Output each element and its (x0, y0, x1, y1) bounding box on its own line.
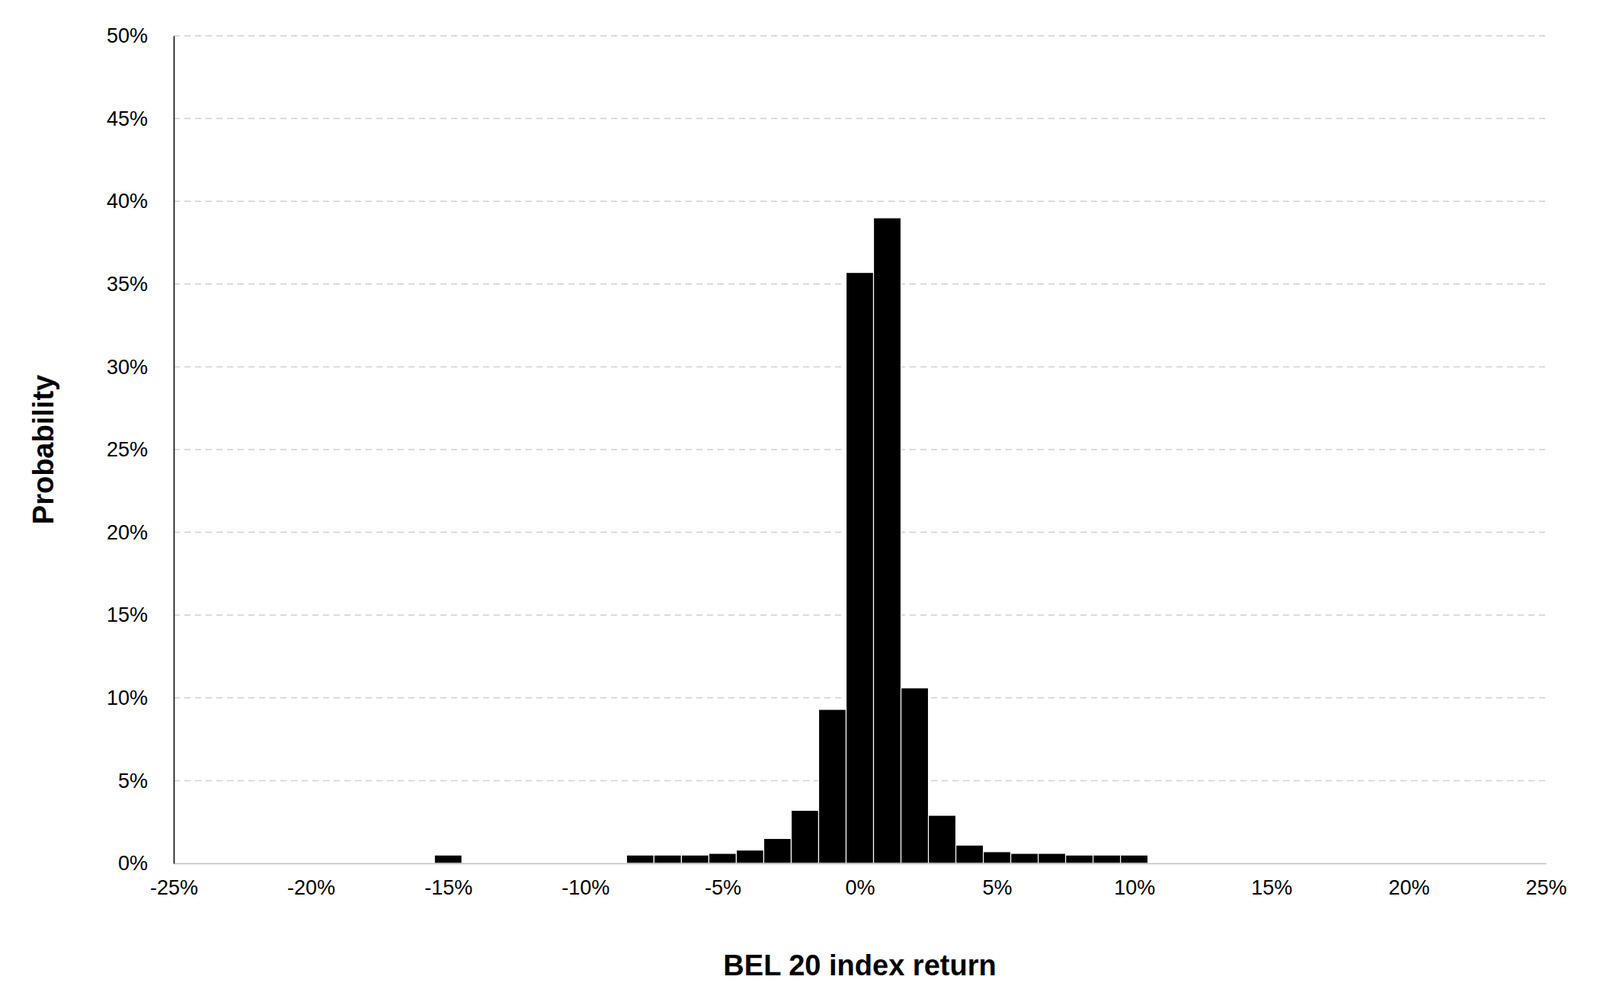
histogram-bar (845, 272, 874, 864)
histogram-bar (1120, 854, 1149, 864)
histogram-bar (1011, 853, 1039, 864)
x-tick-label: 25% (1525, 876, 1567, 900)
y-tick: 5% (118, 769, 174, 793)
x-tick: -10% (561, 863, 610, 900)
x-tick-label: -15% (424, 876, 473, 900)
histogram-bar (873, 217, 902, 864)
x-tick-label: 0% (844, 876, 875, 900)
x-tick: 15% (1251, 863, 1293, 900)
histogram-bar (818, 709, 846, 864)
histogram-bar (708, 853, 736, 864)
x-axis-line (174, 863, 1547, 865)
histogram-bar (1038, 853, 1066, 864)
y-tick-label: 10% (106, 686, 148, 710)
x-axis-title: BEL 20 index return (723, 949, 996, 982)
grid-line (173, 200, 1546, 202)
y-tick-label: 0% (118, 851, 148, 875)
histogram-bar (1093, 854, 1121, 864)
histogram-bar (928, 815, 957, 864)
histogram-bar (901, 688, 929, 864)
y-tick: 0% (118, 851, 174, 875)
grid-line (173, 118, 1546, 120)
y-tick: 10% (106, 686, 174, 710)
y-tick: 20% (106, 521, 174, 544)
x-tick-label: 15% (1251, 876, 1293, 900)
y-tick: 40% (106, 189, 174, 213)
x-tick: -15% (424, 863, 473, 900)
y-tick: 30% (106, 355, 174, 379)
grid-line (173, 35, 1546, 37)
x-tick: 10% (1113, 863, 1156, 900)
histogram-bar (434, 854, 462, 864)
y-tick: 35% (106, 272, 174, 296)
y-tick-label: 5% (118, 769, 148, 793)
x-tick-label: -25% (150, 876, 199, 900)
x-tick-label: -10% (561, 876, 610, 900)
x-tick: -25% (150, 863, 199, 900)
histogram-bar (681, 854, 709, 864)
histogram-bar (983, 851, 1012, 864)
y-tick-label: 15% (106, 603, 148, 627)
x-tick: 0% (844, 863, 875, 900)
y-tick: 25% (106, 438, 174, 461)
y-tick: 45% (106, 107, 174, 131)
x-tick-label: 20% (1388, 876, 1430, 900)
histogram-bar (763, 838, 791, 864)
y-tick-label: 35% (106, 272, 148, 296)
histogram-bar (736, 850, 764, 864)
y-tick-label: 50% (106, 24, 148, 48)
x-tick-label: -20% (287, 876, 336, 900)
y-axis: 0% 5% 10% 15% 20% 25% 30% 35% 40% 45% 50% (106, 24, 175, 875)
plot-area: -25% -20% -15% -10% -5% 0% 5% 10% 15% 20% 25% 0% 5% 1… (106, 24, 1568, 900)
y-tick-label: 20% (106, 521, 148, 544)
chart: -25% -20% -15% -10% -5% 0% 5% 10% 15% 20% 25% 0% 5% 1… (0, 0, 1600, 1002)
y-tick: 15% (106, 603, 174, 627)
histogram-bar (1065, 854, 1094, 864)
histogram-bar (790, 809, 819, 864)
x-axis: -25% -20% -15% -10% -5% 0% 5% 10% 15% 20% 25% (150, 863, 1568, 900)
y-axis-line (173, 36, 176, 864)
x-tick: -5% (704, 863, 742, 900)
x-tick-label: 10% (1113, 876, 1156, 900)
histogram-bar (626, 854, 654, 864)
y-tick-label: 45% (106, 107, 148, 131)
x-tick-label: -5% (704, 876, 742, 900)
y-tick-label: 30% (106, 355, 148, 379)
y-tick-label: 25% (106, 438, 148, 461)
x-tick: -20% (287, 863, 336, 900)
x-tick: 20% (1388, 863, 1430, 900)
x-tick: 5% (982, 863, 1013, 900)
histogram-bar (653, 854, 682, 864)
bars (434, 217, 1149, 864)
y-tick-label: 40% (106, 189, 148, 213)
x-tick-label: 5% (982, 876, 1013, 900)
histogram-bar (956, 844, 984, 864)
x-tick: 25% (1525, 863, 1567, 900)
y-tick: 50% (106, 24, 174, 48)
y-axis-title: Probability (27, 374, 60, 525)
